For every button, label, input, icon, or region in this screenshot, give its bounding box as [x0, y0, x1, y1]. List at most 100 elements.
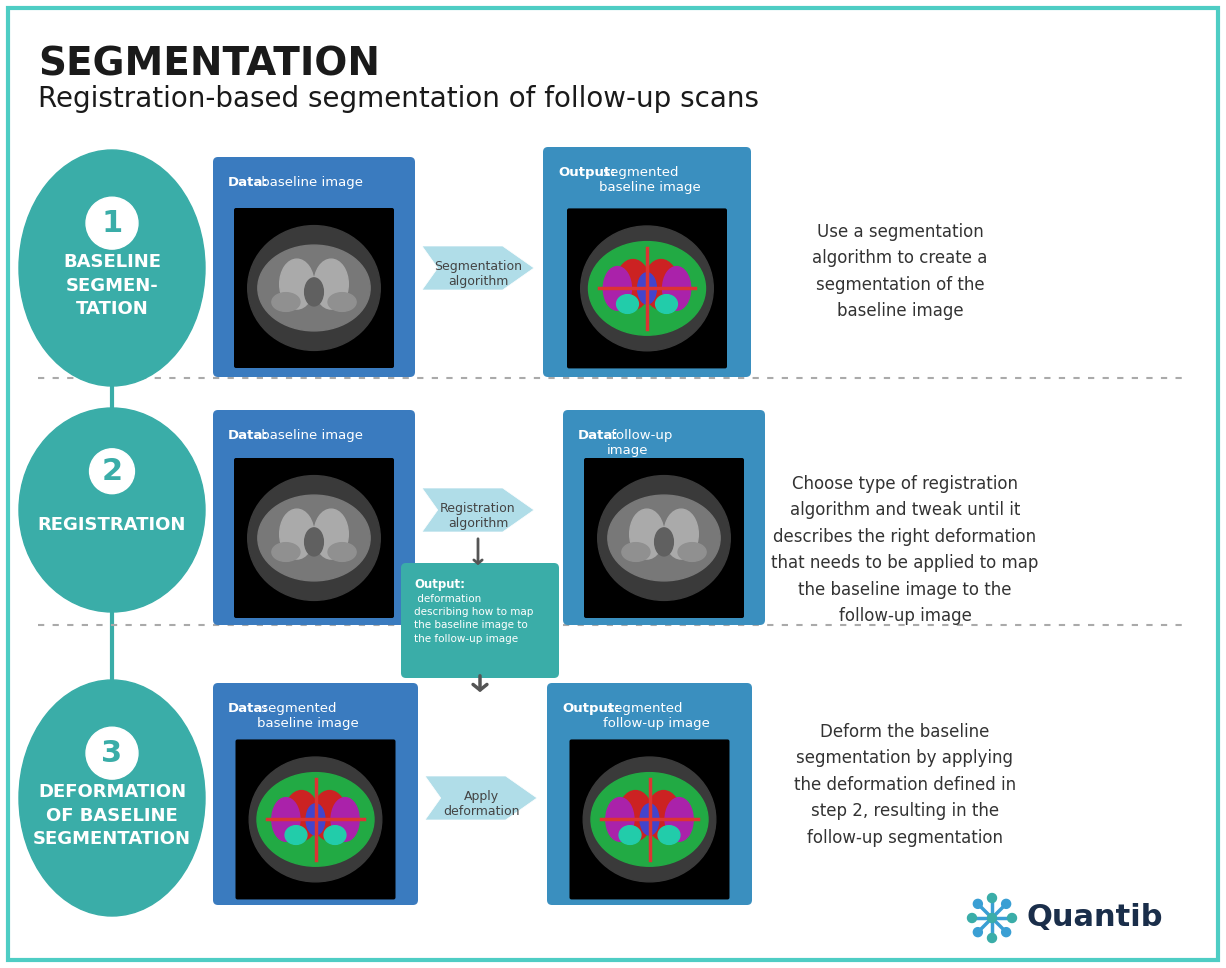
Ellipse shape [638, 273, 656, 304]
Text: Output:: Output: [414, 578, 465, 591]
FancyBboxPatch shape [401, 563, 559, 678]
FancyBboxPatch shape [235, 740, 396, 899]
Text: segmented
follow-up image: segmented follow-up image [603, 702, 710, 730]
Polygon shape [422, 246, 535, 290]
Ellipse shape [581, 226, 714, 350]
FancyBboxPatch shape [566, 208, 727, 369]
Ellipse shape [329, 292, 356, 312]
Circle shape [973, 927, 982, 937]
Text: Deform the baseline
segmentation by applying
the deformation defined in
step 2, : Deform the baseline segmentation by appl… [794, 723, 1016, 847]
Text: DEFORMATION
OF BASELINE
SEGMENTATION: DEFORMATION OF BASELINE SEGMENTATION [33, 783, 191, 848]
Text: BASELINE
SEGMEN-
TATION: BASELINE SEGMEN- TATION [63, 253, 161, 318]
Ellipse shape [615, 259, 650, 310]
FancyBboxPatch shape [563, 410, 765, 625]
Ellipse shape [618, 791, 652, 840]
FancyBboxPatch shape [584, 458, 744, 618]
Ellipse shape [314, 509, 348, 560]
Ellipse shape [646, 791, 680, 840]
Ellipse shape [18, 150, 205, 386]
Ellipse shape [313, 791, 347, 840]
FancyBboxPatch shape [213, 683, 418, 905]
Ellipse shape [248, 226, 380, 350]
FancyBboxPatch shape [213, 157, 414, 377]
Text: Data:: Data: [228, 429, 268, 442]
Text: 3: 3 [102, 739, 123, 768]
Ellipse shape [598, 475, 731, 600]
Ellipse shape [18, 680, 205, 916]
FancyBboxPatch shape [547, 683, 752, 905]
Ellipse shape [608, 495, 720, 581]
Text: Output:: Output: [562, 702, 619, 715]
Text: follow-up
image: follow-up image [607, 429, 672, 457]
FancyBboxPatch shape [234, 458, 394, 618]
Text: SEGMENTATION: SEGMENTATION [38, 45, 380, 83]
FancyBboxPatch shape [570, 740, 729, 899]
Ellipse shape [272, 292, 300, 312]
Circle shape [1002, 927, 1010, 937]
Text: Use a segmentation
algorithm to create a
segmentation of the
baseline image: Use a segmentation algorithm to create a… [813, 223, 988, 320]
Text: Choose type of registration
algorithm and tweak until it
describes the right def: Choose type of registration algorithm an… [771, 475, 1038, 625]
Ellipse shape [257, 245, 370, 331]
Text: Data:: Data: [228, 702, 268, 715]
Text: deformation
describing how to map
the baseline image to
the follow-up image: deformation describing how to map the ba… [414, 594, 533, 644]
Ellipse shape [606, 798, 634, 841]
Circle shape [967, 914, 976, 923]
Ellipse shape [658, 826, 680, 844]
Ellipse shape [662, 266, 690, 310]
FancyBboxPatch shape [234, 208, 394, 368]
Ellipse shape [324, 826, 346, 844]
Ellipse shape [644, 259, 678, 310]
Text: Segmentation
algorithm: Segmentation algorithm [434, 260, 522, 288]
FancyBboxPatch shape [543, 147, 752, 377]
Ellipse shape [18, 408, 205, 612]
Circle shape [89, 449, 135, 494]
Ellipse shape [591, 772, 707, 866]
Text: Registration
algorithm: Registration algorithm [440, 502, 516, 530]
Text: Data:: Data: [228, 176, 268, 189]
Text: segmented
baseline image: segmented baseline image [598, 166, 700, 194]
Circle shape [973, 899, 982, 908]
Ellipse shape [622, 543, 650, 561]
Ellipse shape [584, 757, 716, 882]
Circle shape [1008, 914, 1016, 923]
Ellipse shape [304, 528, 324, 556]
Ellipse shape [306, 803, 325, 835]
Text: Registration-based segmentation of follow-up scans: Registration-based segmentation of follo… [38, 85, 759, 113]
Ellipse shape [314, 259, 348, 309]
Circle shape [86, 727, 139, 779]
Circle shape [1002, 899, 1010, 908]
Ellipse shape [272, 798, 300, 841]
Ellipse shape [655, 528, 673, 556]
Ellipse shape [603, 266, 631, 310]
FancyBboxPatch shape [213, 410, 414, 625]
Text: baseline image: baseline image [257, 429, 363, 442]
Circle shape [987, 914, 997, 923]
Text: Quantib: Quantib [1026, 903, 1162, 932]
Text: Output:: Output: [558, 166, 615, 179]
Ellipse shape [248, 475, 380, 600]
Ellipse shape [664, 798, 693, 841]
Text: Data:: Data: [577, 429, 619, 442]
Ellipse shape [286, 826, 306, 844]
Ellipse shape [329, 543, 356, 561]
Polygon shape [425, 776, 537, 820]
Text: segmented
baseline image: segmented baseline image [257, 702, 359, 730]
Ellipse shape [617, 294, 639, 314]
Text: 2: 2 [102, 457, 123, 486]
Ellipse shape [630, 509, 664, 560]
Ellipse shape [249, 757, 381, 882]
Circle shape [86, 197, 139, 249]
Ellipse shape [678, 543, 706, 561]
Polygon shape [422, 488, 535, 532]
FancyBboxPatch shape [9, 8, 1217, 960]
Ellipse shape [664, 509, 699, 560]
Ellipse shape [304, 278, 324, 306]
Ellipse shape [656, 294, 678, 314]
Circle shape [987, 933, 997, 943]
Ellipse shape [619, 826, 641, 844]
Ellipse shape [280, 509, 314, 560]
Ellipse shape [284, 791, 319, 840]
Ellipse shape [272, 543, 300, 561]
Text: 1: 1 [102, 209, 123, 238]
Ellipse shape [280, 259, 314, 309]
